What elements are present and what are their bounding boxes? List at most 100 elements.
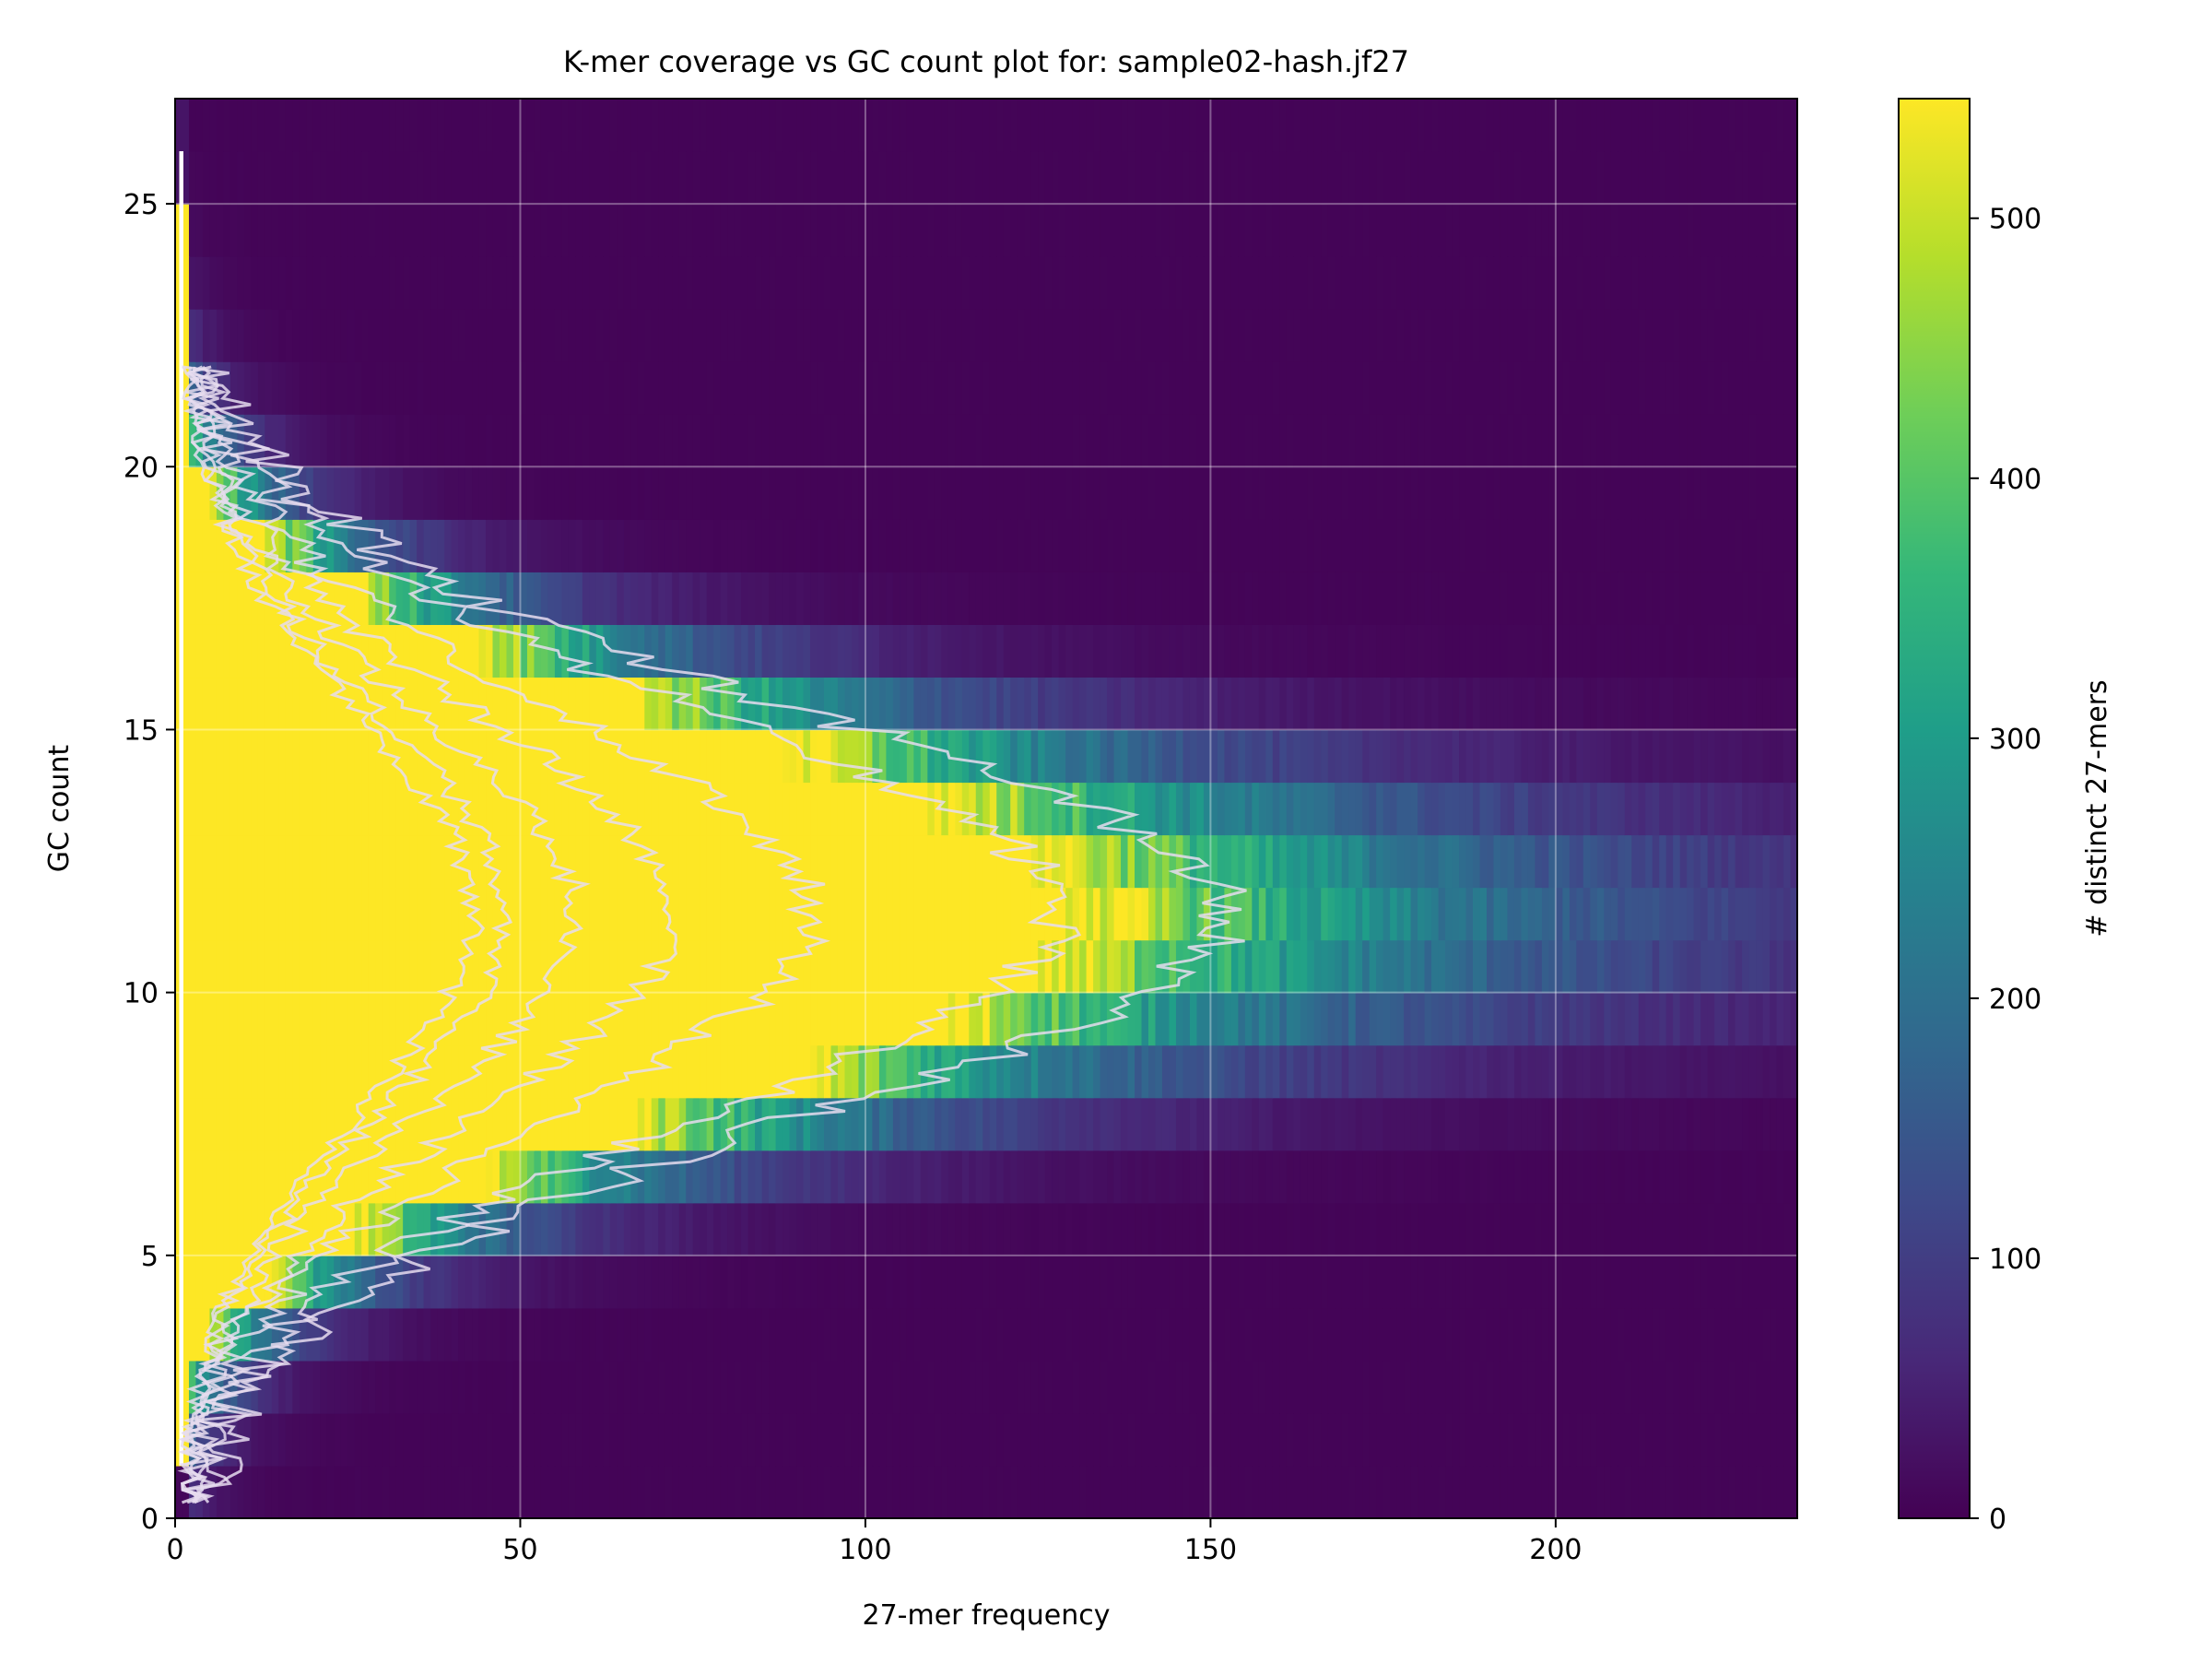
heatmap-cell [237,993,244,1046]
heatmap-cell [1128,1256,1135,1309]
heatmap-cell [927,1150,935,1204]
heatmap-cell [1425,729,1432,783]
heatmap-cell [927,1466,935,1519]
heatmap-cell [921,835,928,889]
heatmap-cell [969,677,976,730]
heatmap-cell [1576,1413,1583,1467]
heatmap-cell [1135,466,1142,520]
heatmap-cell [327,572,335,625]
heatmap-cell [430,1466,438,1519]
heatmap-cell [1059,519,1066,572]
heatmap-cell [955,466,962,520]
heatmap-cell [1728,1098,1735,1151]
heatmap-cell [886,414,893,467]
heatmap-cell [638,729,645,783]
heatmap-cell [452,1098,459,1151]
heatmap-cell [721,835,728,889]
heatmap-cell [838,940,845,994]
heatmap-cell [1259,940,1266,994]
heatmap-cell [1093,1256,1100,1309]
heatmap-cell [541,414,548,467]
heatmap-cell [1700,888,1708,941]
heatmap-cell [1708,1308,1715,1362]
heatmap-cell [727,1045,735,1099]
heatmap-cell [375,414,382,467]
heatmap-cell [1500,1045,1508,1099]
heatmap-cell [1418,572,1425,625]
heatmap-cell [258,940,265,994]
heatmap-cell [1425,1150,1432,1204]
heatmap-cell [1287,466,1294,520]
heatmap-cell [1645,940,1653,994]
heatmap-cell [644,1413,652,1467]
heatmap-cell [976,1308,983,1362]
heatmap-cell [976,466,983,520]
heatmap-cell [1376,1150,1383,1204]
heatmap-cell [1293,624,1300,678]
heatmap-cell [1507,940,1514,994]
heatmap-cell [1362,1150,1370,1204]
heatmap-cell [1314,1466,1322,1519]
heatmap-cell [1728,729,1735,783]
heatmap-cell [258,677,265,730]
heatmap-cell [1114,1256,1122,1309]
heatmap-cell [1687,519,1694,572]
heatmap-cell [996,729,1004,783]
heatmap-cell [852,835,859,889]
heatmap-cell [776,835,783,889]
heatmap-cell [1031,519,1039,572]
heatmap-cell [948,414,956,467]
heatmap-cell [1238,1361,1245,1414]
heatmap-cell [844,414,852,467]
heatmap-cell [1079,677,1087,730]
heatmap-cell [1231,1045,1239,1099]
heatmap-cell [396,993,404,1046]
heatmap-cell [1196,414,1204,467]
heatmap-cell [1176,677,1183,730]
heatmap-cell [727,782,735,835]
heatmap-cell [1680,888,1688,941]
heatmap-cell [1024,1308,1031,1362]
heatmap-cell [1321,1098,1328,1151]
heatmap-cell [1155,1203,1162,1256]
heatmap-cell [278,940,286,994]
heatmap-cell [1666,624,1674,678]
heatmap-cell [1059,940,1066,994]
heatmap-cell [1562,1256,1570,1309]
heatmap-cell [762,1308,770,1362]
heatmap-cell [907,1308,914,1362]
heatmap-cell [1162,1361,1170,1414]
heatmap-cell [707,1361,714,1414]
heatmap-cell [1431,466,1439,520]
heatmap-cell [410,1466,418,1519]
heatmap-row [175,940,1798,994]
heatmap-cell [1439,466,1446,520]
heatmap-cell [1031,624,1039,678]
heatmap-cell [1763,624,1771,678]
heatmap-cell [458,414,465,467]
heatmap-cell [195,1203,203,1256]
heatmap-cell [1590,782,1597,835]
heatmap-cell [1148,729,1156,783]
heatmap-cell [1700,1150,1708,1204]
heatmap-cell [1770,1361,1777,1414]
heatmap-cell [444,414,452,467]
heatmap-cell [369,1203,376,1256]
heatmap-cell [1714,1045,1722,1099]
heatmap-cell [1653,1203,1660,1256]
heatmap-cell [1273,729,1280,783]
heatmap-cell [927,729,935,783]
heatmap-cell [1487,624,1494,678]
heatmap-cell [382,1361,390,1414]
heatmap-cell [1265,993,1273,1046]
heatmap-cell [1404,624,1411,678]
heatmap-cell [1666,888,1674,941]
heatmap-cell [265,993,272,1046]
heatmap-cell [527,729,535,783]
heatmap-cell [1018,1256,1025,1309]
heatmap-cell [1065,414,1073,467]
heatmap-cell [1562,1098,1570,1151]
heatmap-cell [735,624,742,678]
heatmap-cell [320,361,327,415]
heatmap-cell [1031,1413,1039,1467]
